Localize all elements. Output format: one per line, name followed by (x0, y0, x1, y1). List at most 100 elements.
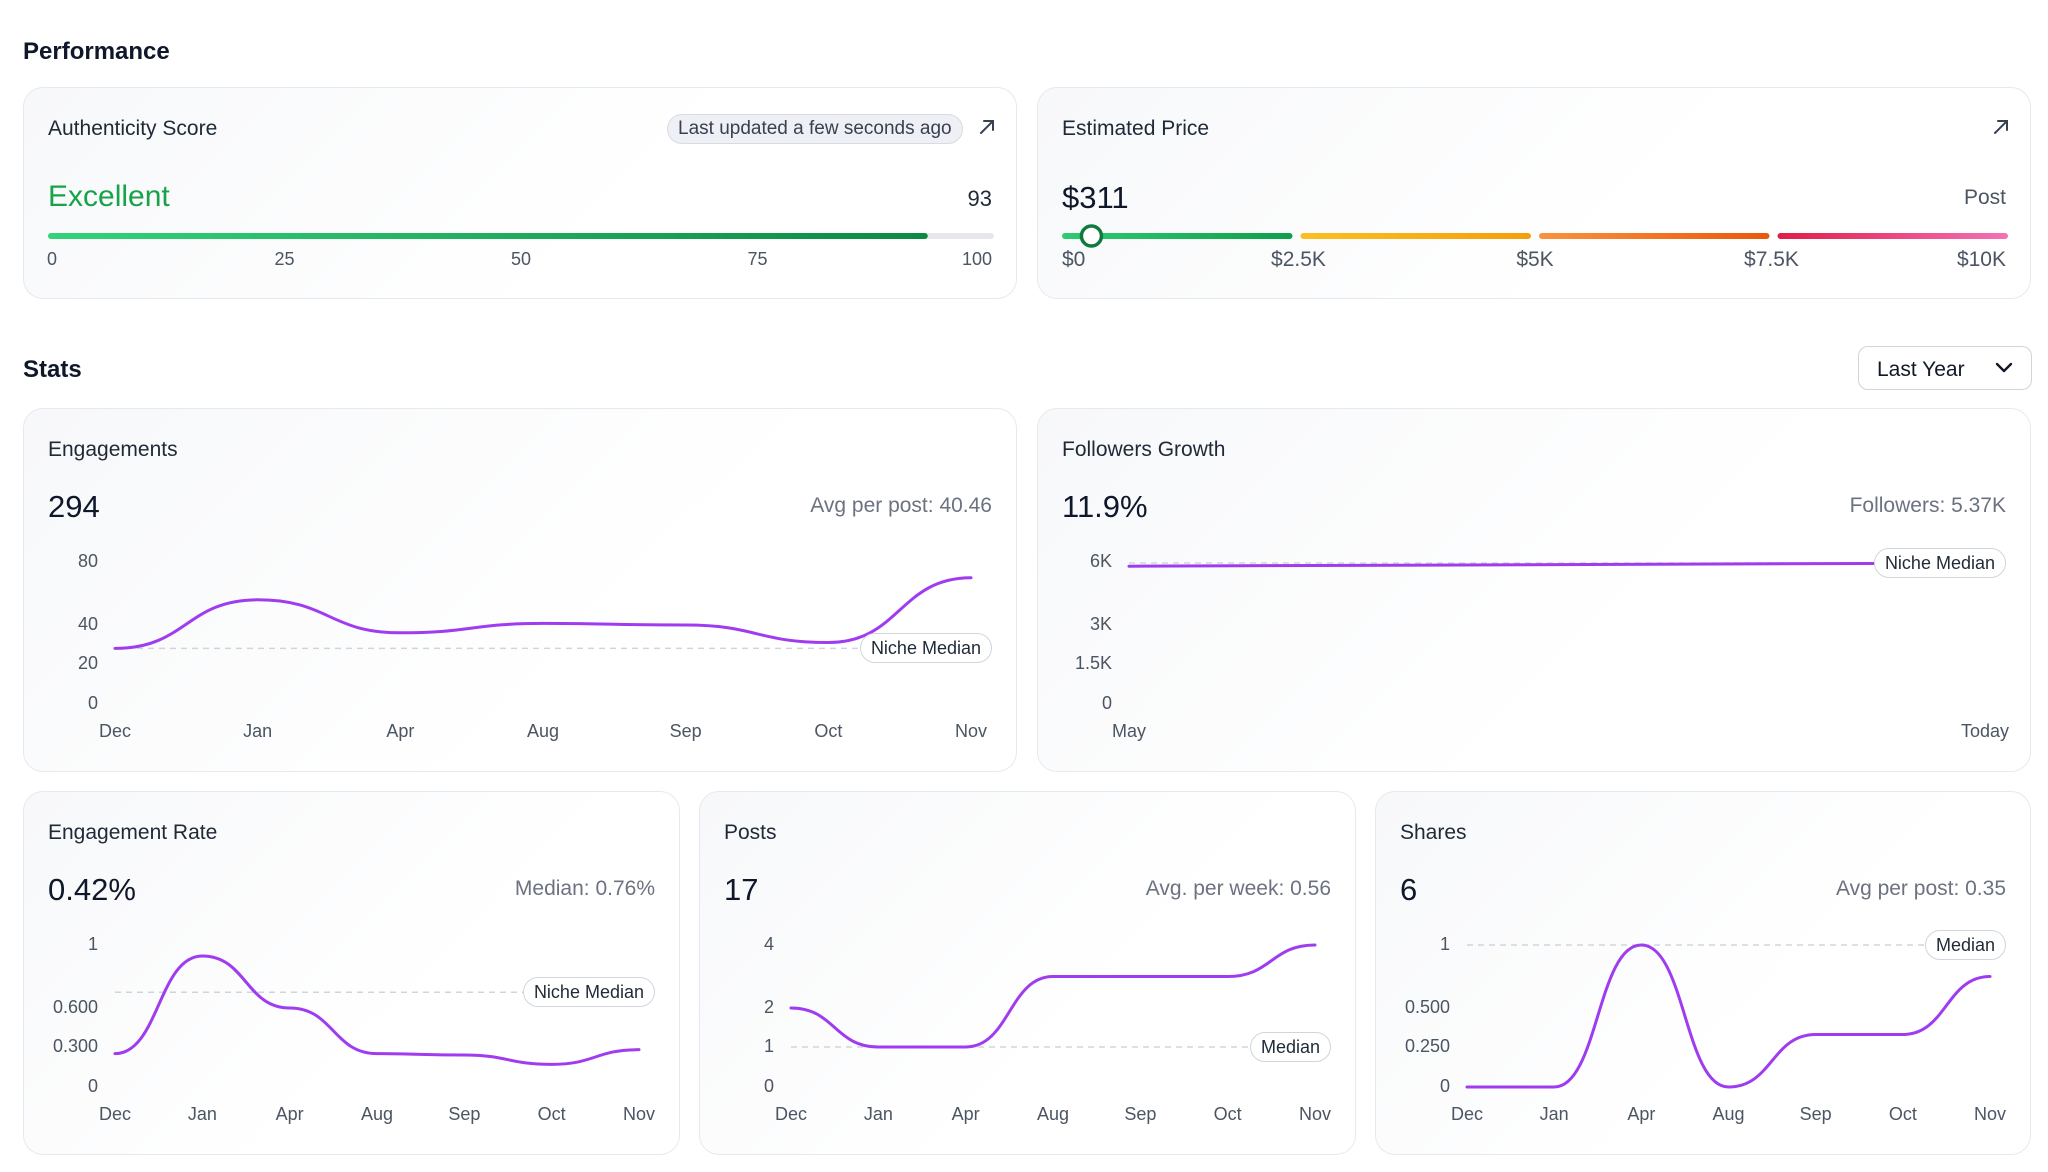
x-axis-tick: Oct (1213, 1104, 1242, 1124)
series-line (789, 943, 1317, 1049)
median-label: Niche Median (1873, 548, 2006, 579)
y-axis-tick: 0 (763, 1076, 774, 1096)
x-axis-tick: Jan (863, 1104, 893, 1124)
posts-chart-canvas (789, 943, 1317, 1049)
card-title: Shares (1400, 821, 1467, 844)
median-label: Niche Median (522, 977, 655, 1008)
price-slider-knob (1079, 224, 1104, 248)
series-line (113, 954, 641, 1066)
series-line (113, 576, 973, 650)
y-axis-tick: 1 (763, 1036, 774, 1056)
engagements-chart-canvas (113, 576, 973, 650)
axis-tick-label: 0 (47, 249, 58, 269)
authenticity-score-value: 93 (967, 186, 992, 211)
x-axis-tick: Oct (1888, 1104, 1917, 1124)
axis-tick-label: $5K (1516, 248, 1554, 271)
axis-tick-label: 50 (510, 249, 532, 269)
engagement-rate-value: 0.42% (48, 872, 136, 907)
axis-tick-label: $7.5K (1744, 248, 1799, 271)
x-axis-tick: Sep (448, 1104, 481, 1124)
time-range-dropdown[interactable]: Last Year (1858, 346, 2032, 390)
x-axis-tick: Apr (1627, 1104, 1656, 1124)
x-axis-tick: Nov (954, 721, 988, 741)
engagement-rate-chart-canvas (113, 954, 641, 1066)
authenticity-progress-bar (48, 233, 994, 239)
time-range-label: Last Year (1877, 358, 1965, 381)
axis-tick-label: $0 (1062, 248, 1086, 271)
y-axis-tick: 4 (763, 934, 774, 954)
price-type: Post (1963, 186, 2006, 209)
authenticity-score-card: Authenticity Score Last updated a few se… (23, 87, 1017, 299)
x-axis-tick: Oct (814, 721, 843, 741)
progress-fill (48, 233, 928, 239)
chevron-down-icon (1995, 362, 2013, 373)
price-range-slider (1062, 224, 2008, 248)
followers-count: Followers: 5.37K (1849, 494, 2006, 517)
engagements-average: Avg per post: 40.46 (810, 494, 992, 517)
x-axis-tick: Sep (1124, 1104, 1157, 1124)
y-axis-tick: 1 (87, 934, 98, 954)
shares-chart-canvas (1465, 943, 1992, 1089)
y-axis-tick: 1.5K (1074, 653, 1112, 673)
y-axis-tick: 0.500 (1404, 997, 1450, 1017)
external-link-icon[interactable] (1990, 116, 2012, 138)
y-axis-tick: 0 (87, 693, 98, 713)
posts-value: 17 (724, 872, 759, 907)
engagements-value: 294 (48, 489, 100, 524)
y-axis-tick: 1 (1439, 934, 1450, 954)
y-axis-tick: 0.300 (52, 1036, 98, 1056)
posts-card: Posts 17 Avg. per week: 0.56 0 1 2 4 Dec Jan A… (699, 791, 1356, 1155)
y-axis-tick: 0 (87, 1076, 98, 1096)
axis-tick-label: 25 (274, 249, 295, 269)
engagement-rate-card: Engagement Rate 0.42% Median: 0.76% 0 0.3… (23, 791, 680, 1155)
x-axis-tick: Jan (187, 1104, 217, 1124)
series-line (1465, 943, 1992, 1089)
engagements-card: Engagements 294 Avg per post: 40.46 0 20 4… (23, 408, 1017, 772)
x-axis-tick: Sep (669, 721, 702, 741)
price-segment (1062, 233, 1293, 239)
x-axis-tick: Nov (1298, 1104, 1332, 1124)
stats-heading: Stats (23, 356, 82, 383)
median-label: Median (1924, 930, 2006, 960)
x-axis-tick: Jan (1539, 1104, 1569, 1124)
x-axis-tick: Today (1960, 721, 2010, 741)
x-axis-tick: Aug (526, 721, 560, 741)
authenticity-rating: Excellent (48, 180, 170, 213)
y-axis-tick: 80 (77, 551, 98, 571)
median-label: Median (1249, 1032, 1331, 1062)
card-title: Posts (724, 821, 777, 844)
y-axis-tick: 0 (1439, 1076, 1450, 1096)
engagement-rate-median: Median: 0.76% (514, 877, 655, 900)
axis-tick-label: 100 (961, 249, 992, 269)
x-axis-tick: Sep (1799, 1104, 1832, 1124)
performance-heading: Performance (23, 38, 170, 65)
y-axis-tick: 20 (77, 653, 98, 673)
y-axis-tick: 6K (1089, 551, 1112, 571)
x-axis-tick: Oct (537, 1104, 566, 1124)
estimated-price-card: Estimated Price $311 Post $0 $2.5K $5K $7.5… (1037, 87, 2031, 299)
card-title: Followers Growth (1062, 438, 1226, 461)
x-axis-tick: Apr (951, 1104, 980, 1124)
price-segment (1539, 233, 1770, 239)
y-axis-tick: 0.250 (1404, 1036, 1450, 1056)
price-segment (1777, 233, 2008, 239)
last-updated-badge: Last updated a few seconds ago (667, 114, 963, 144)
y-axis-tick: 2 (763, 997, 774, 1017)
shares-average: Avg per post: 0.35 (1835, 877, 2006, 900)
x-axis-tick: May (1111, 721, 1147, 741)
axis-tick-label: $2.5K (1271, 248, 1326, 271)
external-link-icon[interactable] (976, 116, 998, 138)
x-axis-tick: Nov (1973, 1104, 2007, 1124)
median-label: Niche Median (859, 633, 992, 664)
estimated-price-value: $311 (1062, 180, 1129, 215)
followers-growth-card: Followers Growth 11.9% Followers: 5.37K … (1037, 408, 2031, 772)
y-axis-tick: 40 (77, 614, 98, 634)
card-title: Estimated Price (1062, 117, 1210, 140)
x-axis-tick: Aug (360, 1104, 394, 1124)
card-title: Engagement Rate (48, 821, 218, 844)
x-axis-tick: Jan (243, 721, 273, 741)
x-axis-tick: Dec (98, 721, 132, 741)
x-axis-tick: Apr (275, 1104, 304, 1124)
price-segment (1300, 233, 1531, 239)
posts-average: Avg. per week: 0.56 (1145, 877, 1331, 900)
